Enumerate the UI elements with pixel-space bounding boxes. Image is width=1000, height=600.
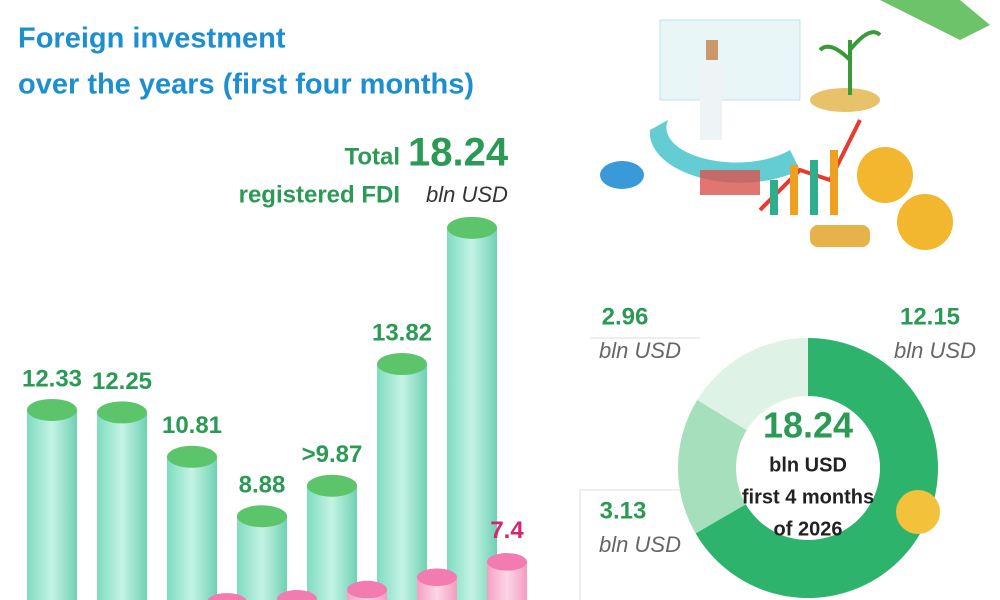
bar-cap — [487, 553, 527, 571]
value-label: 12.25 — [92, 368, 152, 395]
bar-cap — [167, 445, 217, 468]
bar — [237, 516, 287, 600]
value-label: 13.82 — [372, 319, 432, 346]
total-value: 18.24 — [408, 131, 509, 175]
bar-cap — [417, 568, 457, 587]
donut-center-text: bln USD — [769, 454, 847, 476]
title-line: Foreign investment — [18, 23, 286, 55]
annotation-unit: bln USD — [426, 182, 508, 207]
bar-cap — [347, 580, 387, 599]
bar-cap — [307, 474, 357, 497]
slice-unit: bln USD — [599, 532, 681, 557]
slice-label: 2.96 — [602, 303, 649, 330]
bar-cap — [207, 593, 247, 600]
donut-center — [737, 397, 879, 539]
donut-total: 18.24 — [763, 405, 853, 446]
title-line: over the years (first four months) — [18, 69, 474, 101]
bar — [97, 412, 147, 600]
slice-label: 12.15 — [900, 303, 960, 330]
bar-cap — [447, 216, 497, 239]
value-label: 10.81 — [162, 412, 222, 439]
bar-cap — [377, 353, 427, 376]
annotation: Total — [344, 143, 400, 170]
donut-slice — [695, 338, 939, 598]
bar — [307, 485, 357, 600]
bar — [167, 456, 217, 600]
bar — [27, 409, 77, 600]
donut-slice — [697, 338, 808, 431]
bar — [377, 364, 427, 600]
bar — [447, 227, 497, 600]
donut-slice — [678, 399, 747, 534]
annotation: registered FDI — [239, 181, 400, 208]
leader-lines — [579, 337, 700, 600]
bar-cap — [277, 590, 317, 600]
value-label: 12.33 — [22, 365, 82, 392]
value-label: >9.87 — [302, 441, 363, 468]
donut-center-text: of 2026 — [774, 518, 843, 540]
slice-unit: bln USD — [894, 338, 976, 363]
slice-label: 3.13 — [600, 497, 647, 524]
value-label: 7.4 — [490, 517, 524, 544]
dollar-deco — [896, 490, 940, 534]
illustration — [600, 0, 990, 250]
bar-cap — [97, 401, 147, 424]
slice-unit: bln USD — [599, 338, 681, 363]
value-label: 8.88 — [239, 472, 286, 499]
bar-cap — [237, 505, 287, 528]
donut-center-text: first 4 months — [742, 486, 874, 508]
bar-cap — [27, 398, 77, 421]
